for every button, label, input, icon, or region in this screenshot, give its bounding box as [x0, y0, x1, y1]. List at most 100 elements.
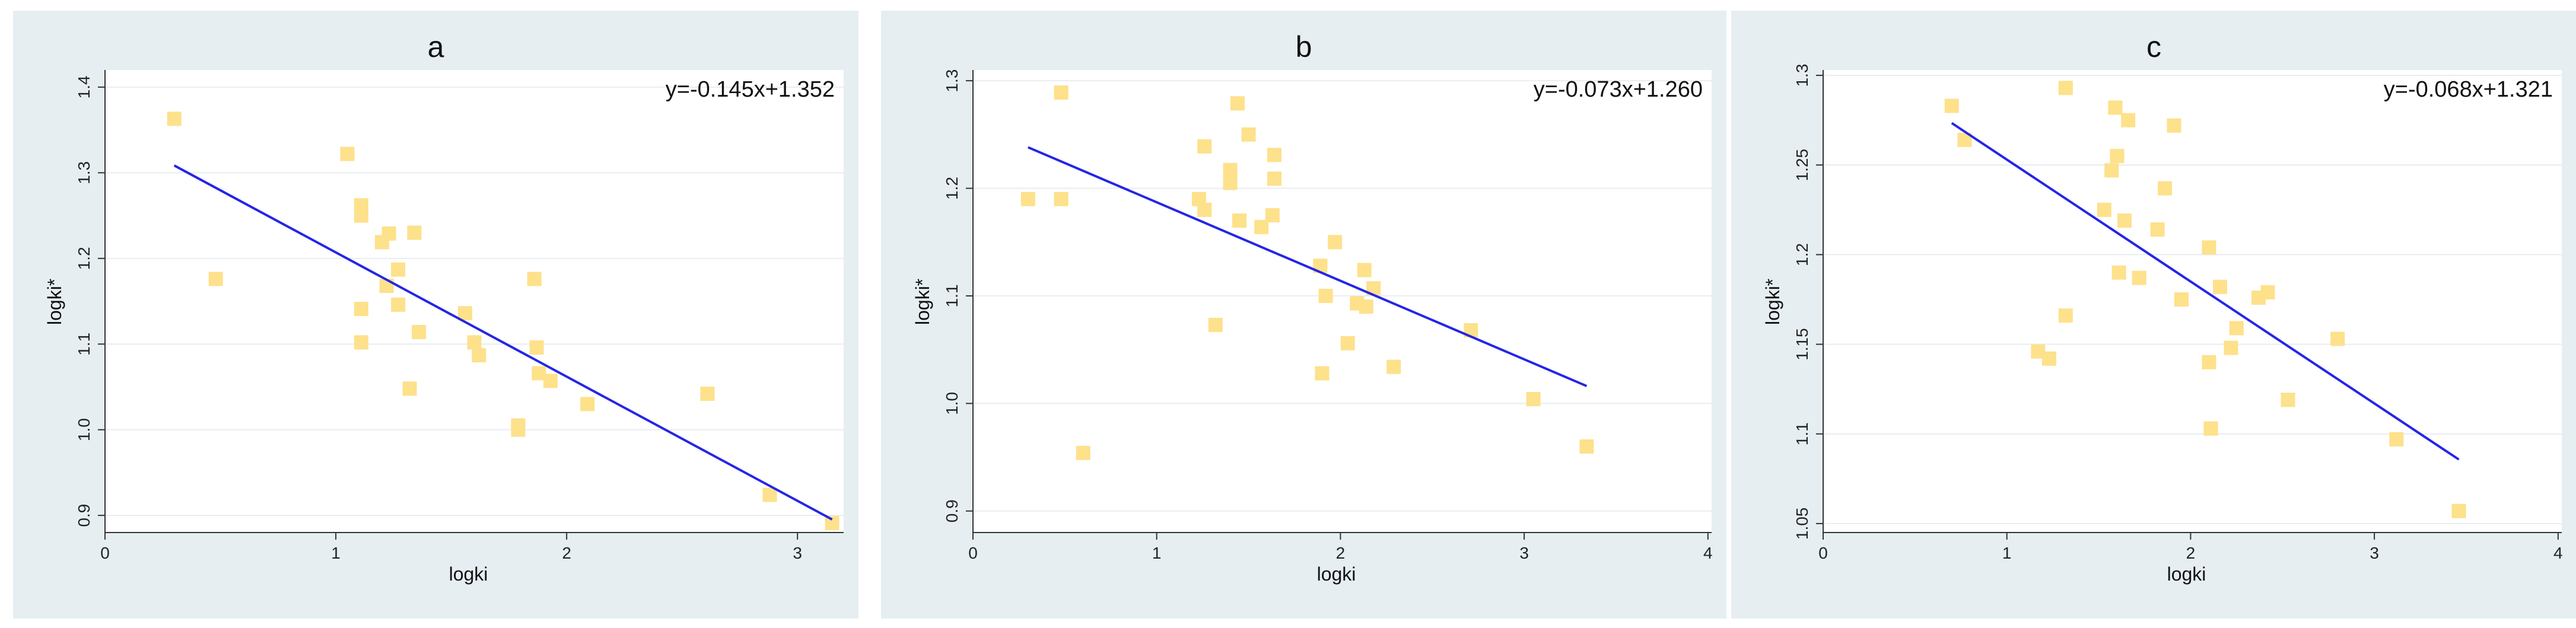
chart-a-data-point	[457, 306, 472, 321]
chart-c-data-point	[2451, 503, 2466, 518]
chart-a-data-point	[467, 335, 482, 350]
chart-a-data-point	[354, 335, 368, 350]
chart-c-data-point	[2224, 340, 2238, 355]
chart-b-fit-line	[1028, 146, 1588, 387]
chart-a-y-label: logki*	[44, 278, 65, 325]
chart-c-x-tick-label: 2	[2186, 544, 2196, 562]
chart-a-title: a	[427, 30, 444, 63]
chart-a-equation: y=-0.145x+1.352	[665, 77, 835, 102]
chart-b-data-point	[1340, 336, 1355, 350]
chart-c-y-tick-label: 1.3	[1793, 64, 1811, 87]
chart-a-data-point	[580, 397, 595, 412]
chart-c-data-point	[2150, 222, 2165, 237]
chart-b-y-tick-label: 1.2	[943, 177, 961, 200]
chart-b-y-tick-label: 1.0	[943, 392, 961, 415]
chart-c-data-point	[2132, 270, 2146, 285]
chart-a-data-point	[402, 381, 417, 396]
chart-a-x-tick-label: 3	[793, 544, 802, 562]
chart-b-equation: y=-0.073x+1.260	[1533, 77, 1703, 102]
chart-c-y-tick-label: 1.2	[1793, 243, 1811, 266]
chart-panel-c: 1.05 1.1 1.15 1.2 1.25 1.3 0 1 2 3 4 c y=-0.068x+1…	[1731, 11, 2576, 619]
chart-a-data-point	[340, 146, 355, 161]
chart-b-data-point	[1197, 139, 1212, 154]
chart-a-data-point	[381, 226, 396, 241]
chart-a-x-tick-label: 1	[331, 544, 341, 562]
chart-b-data-point	[1230, 96, 1245, 111]
chart-b-data-point	[1357, 263, 1372, 278]
chart-b-data-point	[1328, 235, 1343, 250]
chart-c-x-tick-label: 4	[2553, 544, 2563, 562]
chart-b-y-tick-label: 1.3	[943, 69, 961, 93]
chart-c-plot-area	[1823, 70, 2562, 533]
chart-b-data-point	[1020, 192, 1035, 206]
chart-c-x-tick-label: 1	[2002, 544, 2012, 562]
chart-c-data-point	[2104, 163, 2119, 178]
chart-c-y-tick-label: 1.25	[1793, 149, 1811, 181]
chart-c-plot: 1.05 1.1 1.15 1.2 1.25 1.3 0 1 2 3 4	[1793, 64, 2563, 562]
chart-b-data-point	[1241, 127, 1256, 142]
chart-c-data-point	[2111, 265, 2126, 280]
chart-c-equation: y=-0.068x+1.321	[2383, 77, 2553, 102]
chart-a-data-point	[527, 272, 542, 286]
chart-c-data-point	[2121, 113, 2136, 127]
chart-c-data-point	[2389, 432, 2404, 447]
chart-a-data-point	[762, 487, 777, 502]
chart-b-data-point	[1318, 288, 1333, 303]
chart-b-y-tick-label: 1.1	[943, 284, 961, 307]
chart-b-data-point	[1054, 192, 1068, 206]
chart-c-data-point	[2212, 279, 2227, 294]
chart-a-fit-line	[173, 164, 833, 521]
chart-c-data-point	[2281, 393, 2295, 407]
chart-c-fit-line	[1951, 122, 2460, 461]
chart-c-data-point	[2058, 81, 2073, 95]
chart-a-x-tick-label: 0	[100, 544, 110, 562]
chart-a-data-point	[167, 111, 182, 126]
chart-panel-b: 0.9 1.0 1.1 1.2 1.3 0 1 2 3 4 b y=-0.073x+1.260 l…	[881, 11, 1726, 619]
chart-a-plot-area	[105, 70, 844, 533]
chart-c-y-tick-label: 1.05	[1793, 508, 1811, 540]
chart-a-data-point	[412, 325, 427, 339]
chart-c-x-tick-label: 3	[2370, 544, 2379, 562]
chart-b-title: b	[1295, 30, 1312, 63]
chart-b-y-tick-label: 0.9	[943, 499, 961, 522]
chart-c-data-point	[2058, 308, 2073, 323]
chart-c-data-point	[1944, 98, 1959, 113]
chart-c-x-label: logki	[2167, 563, 2206, 585]
chart-b-data-point	[1076, 445, 1090, 460]
chart-panel-a: 0.9 1.0 1.1 1.2 1.3 1.4 0 1 2 3 a y=-0.145x+1.352…	[13, 11, 858, 619]
chart-c-y-tick-label: 1.15	[1793, 328, 1811, 361]
chart-b-data-point	[1232, 213, 1247, 228]
chart-b-x-tick-label: 3	[1519, 544, 1529, 562]
chart-c-data-point	[2202, 355, 2216, 369]
chart-a-data-point	[391, 262, 406, 277]
chart-c-data-point	[2174, 292, 2189, 307]
chart-a-data-point	[391, 297, 406, 312]
chart-b-data-point	[1223, 176, 1238, 190]
chart-c-y-label: logki*	[1762, 278, 1783, 325]
chart-a-y-tick-label: 1.2	[75, 247, 93, 270]
chart-b-data-point	[1267, 148, 1281, 162]
chart-c-data-point	[2108, 100, 2123, 115]
chart-a-data-point	[511, 418, 526, 433]
chart-b-x-label: logki	[1316, 563, 1356, 585]
chart-a-x-label: logki	[449, 563, 488, 585]
chart-b-data-point	[1208, 317, 1223, 332]
chart-b-data-point	[1526, 392, 1541, 407]
chart-c-data-point	[2158, 181, 2173, 196]
chart-c-x-tick-label: 0	[1818, 544, 1828, 562]
chart-b-data-point	[1265, 208, 1280, 222]
chart-a-y-tick-label: 1.1	[75, 333, 93, 356]
chart-b-data-point	[1054, 85, 1068, 100]
chart-b-data-point	[1223, 162, 1238, 177]
chart-c-data-point	[2229, 321, 2244, 336]
chart-a-data-point	[208, 272, 223, 286]
chart-b-plot-area	[973, 70, 1712, 533]
chart-b-x-tick-label: 4	[1703, 544, 1713, 562]
chart-c-data-point	[2167, 118, 2181, 133]
chart-a-data-point	[529, 340, 544, 355]
chart-b-data-point	[1359, 299, 1373, 314]
chart-a-plot: 0.9 1.0 1.1 1.2 1.3 1.4 0 1 2 3	[75, 70, 844, 562]
chart-c-data-point	[2041, 351, 2056, 366]
chart-b-data-point	[1386, 359, 1401, 374]
chart-b-y-label: logki*	[912, 278, 933, 325]
